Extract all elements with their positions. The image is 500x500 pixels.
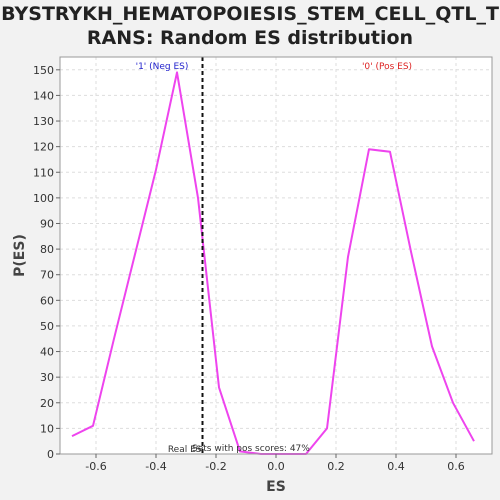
y-tick-label: 30 [40,371,54,384]
chart-title: BYSTRYKH_HEMATOPOIESIS_STEM_CELL_QTL_T R… [0,2,500,50]
y-tick-label: 80 [40,243,54,256]
x-tick-label: 0.4 [387,460,405,473]
y-tick-label: 0 [47,448,54,461]
y-axis-label: P(ES) [12,234,28,277]
y-tick-label: 100 [33,192,54,205]
y-tick-label: 140 [33,89,54,102]
y-tick-label: 130 [33,115,54,128]
x-tick-label: 0.6 [447,460,465,473]
x-axis-ticks: -0.6 -0.4 -0.2 0.0 0.2 0.4 0.6 [85,454,465,473]
x-tick-label: -0.4 [145,460,166,473]
x-tick-label: -0.6 [85,460,106,473]
neg-es-annotation: '1' (Neg ES) [136,62,189,72]
y-tick-label: 110 [33,166,54,179]
y-tick-label: 120 [33,141,54,154]
y-tick-label: 50 [40,320,54,333]
y-tick-label: 20 [40,397,54,410]
x-axis-label: ES [266,479,286,495]
y-tick-label: 70 [40,269,54,282]
y-axis-ticks: 0 10 20 30 40 50 60 70 80 90 100 110 120 130 140 150 [33,64,60,461]
x-tick-label: -0.2 [205,460,226,473]
y-tick-label: 150 [33,64,54,77]
y-tick-label: 40 [40,346,54,359]
x-tick-label: 0.2 [327,460,345,473]
pos-scores-annotation: Sets with pos scores: 47% [192,444,310,454]
pos-es-annotation: '0' (Pos ES) [362,62,412,72]
y-tick-label: 60 [40,294,54,307]
chart-title-line2: RANS: Random ES distribution [86,27,414,49]
y-tick-label: 10 [40,422,54,435]
x-tick-label: 0.0 [267,460,285,473]
chart-title-line1: BYSTRYKH_HEMATOPOIESIS_STEM_CELL_QTL_T [1,3,499,25]
y-tick-label: 90 [40,217,54,230]
real-es-annotation: Real ES [168,445,202,455]
